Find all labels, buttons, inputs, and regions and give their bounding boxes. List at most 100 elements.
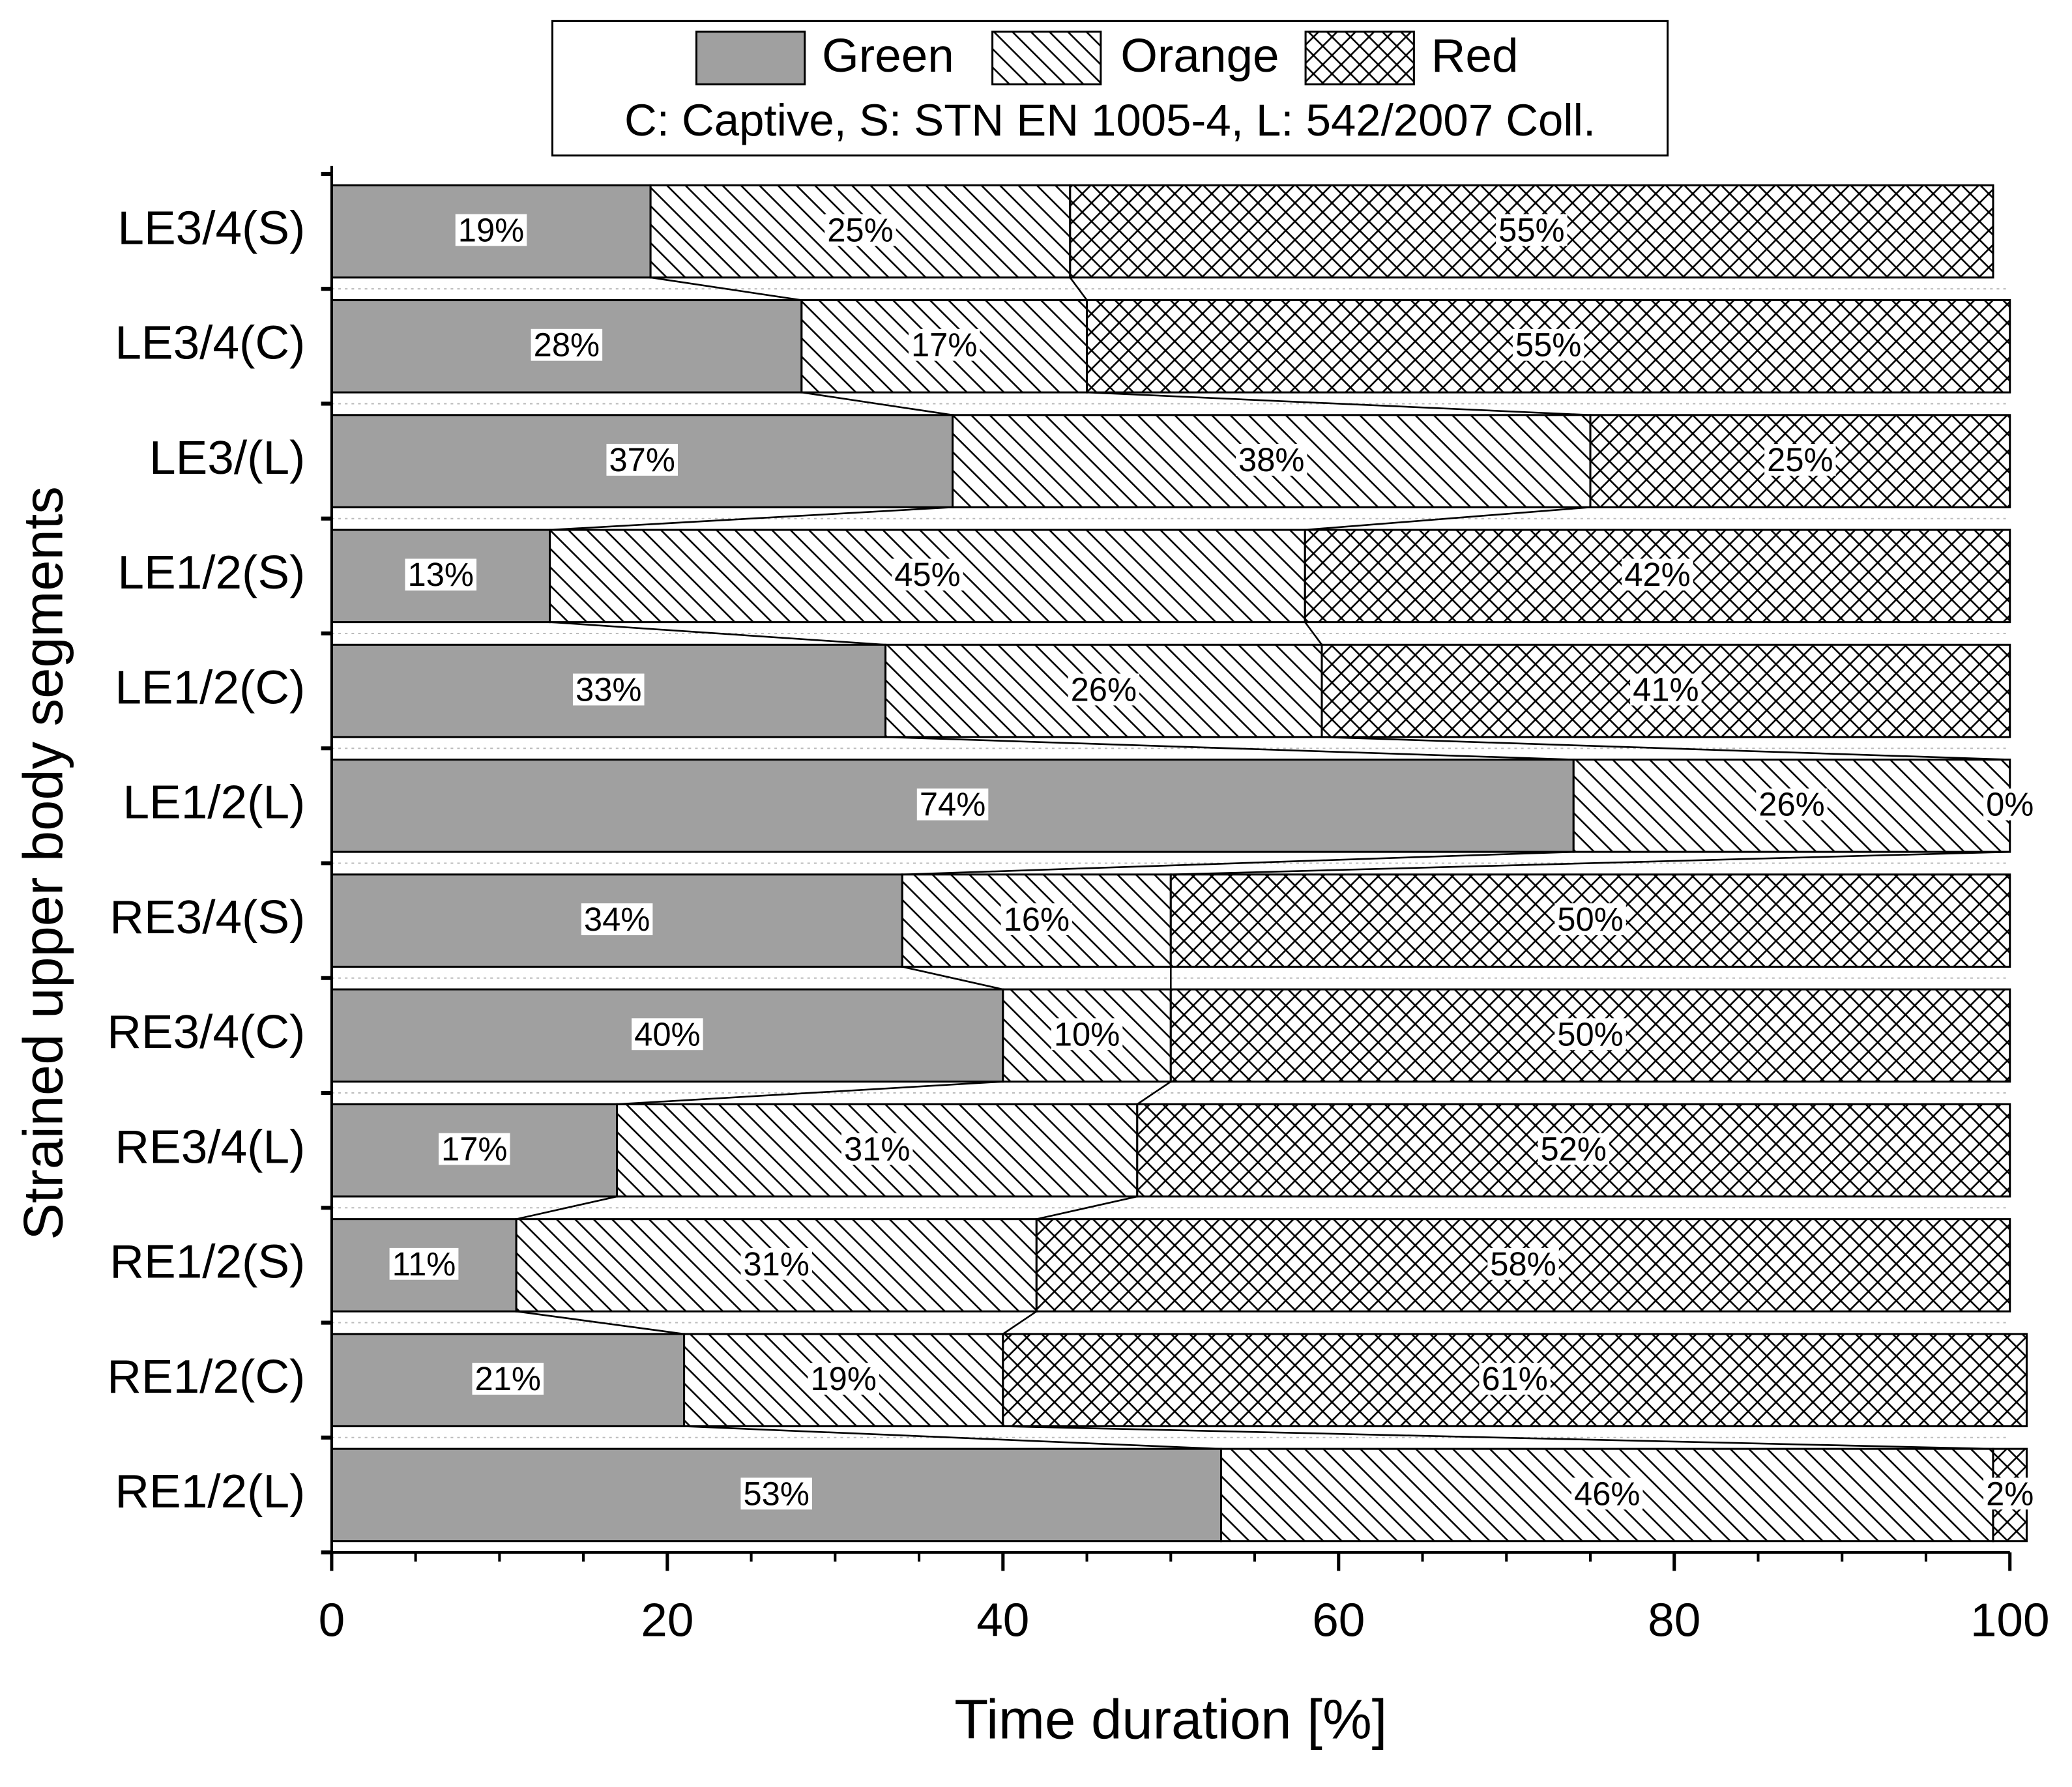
connector	[902, 850, 1574, 876]
data-label-bg	[405, 559, 477, 591]
data-label-group: 19%	[455, 211, 527, 248]
data-label-group: 25%	[824, 211, 896, 248]
data-label-bg	[1479, 1363, 1551, 1395]
data-label-group: 26%	[1068, 671, 1140, 708]
data-label-bg	[824, 214, 896, 246]
data-label: 28%	[534, 327, 600, 364]
data-label: 11%	[392, 1245, 456, 1283]
data-label-bg	[1983, 788, 2037, 821]
data-label: 31%	[844, 1131, 910, 1168]
data-label-bg	[841, 1133, 913, 1165]
legend-label: Green	[822, 29, 954, 82]
x-tick-label: 60	[1312, 1594, 1365, 1647]
connector	[516, 1195, 617, 1220]
data-label-group: 45%	[892, 556, 963, 593]
data-label-group: 17%	[908, 327, 980, 364]
y-tick-label: RE1/2(S)	[109, 1236, 305, 1288]
data-label-group: 17%	[438, 1131, 510, 1168]
data-label-group: 74%	[916, 786, 989, 823]
data-label-bg	[1571, 1477, 1643, 1510]
data-label-bg	[740, 1477, 812, 1510]
y-tick-label: LE3/(L)	[149, 431, 305, 484]
data-label-bg	[1764, 444, 1836, 476]
connector	[1305, 506, 1591, 531]
data-label-group: 16%	[1000, 901, 1073, 938]
data-label: 74%	[920, 786, 985, 823]
connector	[1036, 1195, 1138, 1220]
y-tick-label: RE3/4(L)	[115, 1120, 305, 1173]
data-label-bg	[1051, 1018, 1123, 1051]
data-label-bg	[1554, 903, 1626, 935]
data-label-group: 2%	[1983, 1475, 2037, 1512]
data-label: 58%	[1490, 1245, 1556, 1283]
data-label-bg	[740, 1247, 812, 1280]
connector	[1171, 850, 2010, 876]
data-label-bg	[908, 328, 980, 361]
connector	[1321, 736, 2010, 761]
data-label-group: 42%	[1622, 556, 1693, 593]
data-label-group: 33%	[572, 671, 645, 708]
data-label-group: 50%	[1554, 1015, 1626, 1053]
connector	[1087, 391, 1591, 416]
x-tick-label: 40	[976, 1594, 1029, 1647]
connector	[1002, 1425, 1993, 1450]
legend-swatch	[991, 31, 1102, 85]
x-tick-label: 20	[641, 1594, 693, 1647]
data-label-group: 55%	[1512, 327, 1584, 364]
data-label: 61%	[1481, 1360, 1547, 1397]
y-tick-label: RE3/4(S)	[109, 891, 305, 944]
data-label-group: 52%	[1538, 1131, 1610, 1168]
connector	[617, 1081, 1003, 1105]
connector	[650, 276, 802, 301]
legend-swatch	[1304, 31, 1415, 85]
connector	[549, 506, 953, 531]
data-label: 41%	[1633, 671, 1699, 708]
data-label: 26%	[1758, 786, 1824, 823]
data-label: 55%	[1515, 327, 1581, 364]
data-label-group: 31%	[740, 1245, 812, 1283]
legend-note: C: Captive, S: STN EN 1005-4, L: 542/200…	[624, 95, 1596, 145]
data-label-bg	[531, 328, 603, 361]
data-label-bg	[472, 1363, 544, 1395]
data-label-group: 0%	[1983, 786, 2037, 823]
y-tick-label: LE1/2(L)	[123, 776, 305, 829]
data-label-group: 13%	[405, 556, 477, 593]
data-label-bg	[1487, 1247, 1559, 1280]
data-label-bg	[1538, 1133, 1610, 1165]
data-label-bg	[606, 444, 678, 476]
y-tick-label: LE1/2(S)	[117, 546, 305, 599]
data-label: 38%	[1238, 441, 1304, 478]
data-label: 46%	[1574, 1475, 1640, 1512]
data-label-bg	[1000, 903, 1073, 935]
connector	[549, 621, 886, 646]
data-label: 50%	[1557, 901, 1623, 938]
data-label-bg	[1068, 673, 1140, 706]
data-label-group: 11%	[389, 1245, 459, 1283]
data-label: 19%	[458, 211, 524, 248]
data-label: 25%	[827, 211, 893, 248]
y-tick-label: RE1/2(C)	[107, 1350, 305, 1403]
data-label-group: 41%	[1630, 671, 1702, 708]
data-label-group: 38%	[1236, 441, 1307, 478]
data-label: 45%	[894, 556, 960, 593]
data-label-bg	[892, 559, 963, 591]
data-label: 10%	[1054, 1015, 1120, 1053]
data-label: 37%	[609, 441, 675, 478]
bar-segment	[1035, 1218, 2011, 1313]
connector	[1069, 277, 1088, 301]
data-label: 52%	[1541, 1131, 1607, 1168]
data-label-bg	[1983, 1477, 2037, 1510]
data-label: 19%	[810, 1360, 876, 1397]
data-label: 31%	[743, 1245, 809, 1283]
connector	[684, 1425, 1221, 1450]
data-label-bg	[1512, 328, 1584, 361]
data-label: 2%	[1986, 1475, 2034, 1512]
connector	[902, 966, 1004, 991]
data-label-group: 10%	[1051, 1015, 1123, 1053]
data-label-group: 34%	[581, 901, 653, 938]
data-label: 0%	[1986, 786, 2034, 823]
data-label: 50%	[1557, 1015, 1623, 1053]
connector	[801, 391, 953, 416]
connector	[1304, 621, 1323, 646]
